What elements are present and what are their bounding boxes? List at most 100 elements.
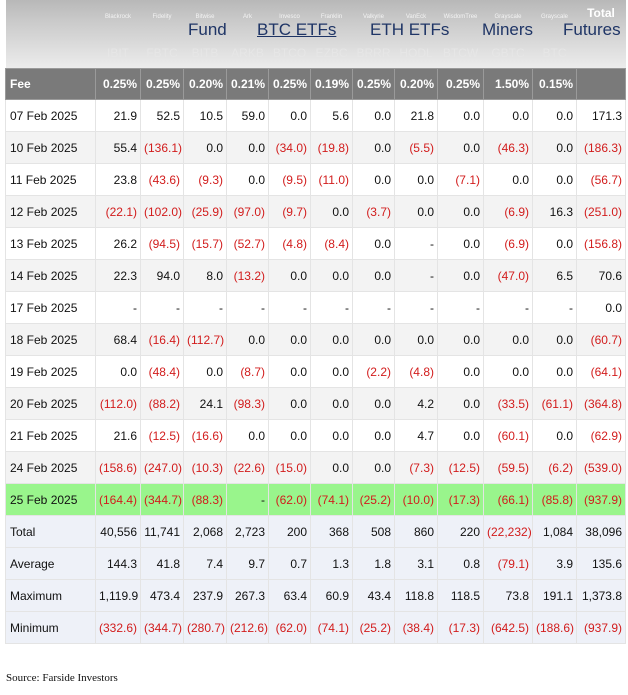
value-cell: 0.0 xyxy=(310,419,353,452)
value-cell: 6.5 xyxy=(532,259,577,292)
value-cell: (937.9) xyxy=(576,611,626,644)
nav-link[interactable]: Fund xyxy=(188,20,227,39)
value-cell: (247.0) xyxy=(140,451,184,484)
value-cell: 0.0 xyxy=(268,419,311,452)
value-cell: (539.0) xyxy=(576,451,626,484)
value-cell: 0.0 xyxy=(394,195,438,228)
value-cell: (25.2) xyxy=(352,483,395,516)
flow-row: 10 Feb 2025 55.4 (136.1) 0.0 0.0 (34.0) (19.8)… xyxy=(5,131,626,164)
value-cell: 0.0 xyxy=(394,323,438,356)
value-cell: 0.0 xyxy=(352,131,395,164)
value-cell: (15.0) xyxy=(268,451,311,484)
nav-link[interactable]: ETH ETFs xyxy=(370,20,450,39)
value-cell: 0.0 xyxy=(268,99,311,132)
value-cell: (344.7) xyxy=(140,483,184,516)
value-cell: 0.0 xyxy=(532,419,577,452)
value-cell: (212.6) xyxy=(226,611,269,644)
value-cell: 0.0 xyxy=(576,291,626,324)
value-cell: 0.0 xyxy=(310,355,353,388)
value-cell: 135.6 xyxy=(576,547,626,580)
value-cell: 0.0 xyxy=(483,323,533,356)
value-cell: (12.5) xyxy=(437,451,484,484)
date-cell: 19 Feb 2025 xyxy=(5,355,96,388)
provider-row: Blackrock Fidelity Bitwise Ark Invesco Frankl… xyxy=(5,0,626,20)
row-label: Total xyxy=(5,515,96,548)
value-cell: 1,373.8 xyxy=(576,579,626,612)
value-cell: 0.0 xyxy=(437,323,484,356)
value-cell: (62.0) xyxy=(268,611,311,644)
value-cell: 8.0 xyxy=(183,259,227,292)
value-cell: (5.5) xyxy=(394,131,438,164)
value-cell: 0.0 xyxy=(483,99,533,132)
fee-cell: 0.21% xyxy=(226,68,269,100)
fee-cell: 0.19% xyxy=(310,68,353,100)
value-cell: 200 xyxy=(268,515,311,548)
value-cell: (22,232) xyxy=(483,515,533,548)
value-cell: 0.0 xyxy=(268,387,311,420)
value-cell: 0.0 xyxy=(352,259,395,292)
value-cell: 3.1 xyxy=(394,547,438,580)
date-cell: 11 Feb 2025 xyxy=(5,163,96,196)
flow-row: 12 Feb 2025 (22.1) (102.0) (25.9) (97.0) (9.7… xyxy=(5,195,626,228)
value-cell: - xyxy=(268,291,311,324)
value-cell: (94.5) xyxy=(140,227,184,260)
value-cell: 4.7 xyxy=(394,419,438,452)
value-cell: - xyxy=(95,291,141,324)
nav-link[interactable]: BTC ETFs xyxy=(257,20,337,39)
value-cell: - xyxy=(183,291,227,324)
value-cell: (64.1) xyxy=(576,355,626,388)
value-cell: 0.0 xyxy=(532,163,577,196)
value-cell: 0.0 xyxy=(394,163,438,196)
value-cell: 0.0 xyxy=(437,387,484,420)
ticker: IBIT xyxy=(95,20,141,69)
source-note: Source: Farside Investors xyxy=(6,672,118,684)
value-cell: 118.5 xyxy=(437,579,484,612)
value-cell: - xyxy=(310,291,353,324)
value-cell: 0.0 xyxy=(226,131,269,164)
value-cell: (16.6) xyxy=(183,419,227,452)
value-cell: (61.1) xyxy=(532,387,577,420)
value-cell: 63.4 xyxy=(268,579,311,612)
value-cell: (102.0) xyxy=(140,195,184,228)
nav-link[interactable]: Futures xyxy=(563,20,621,39)
flow-table: Blackrock Fidelity Bitwise Ark Invesco Frankl… xyxy=(5,0,626,644)
value-cell: 10.5 xyxy=(183,99,227,132)
value-cell: (52.7) xyxy=(226,227,269,260)
value-cell: (34.0) xyxy=(268,131,311,164)
value-cell: (937.9) xyxy=(576,483,626,516)
value-cell: 0.7 xyxy=(268,547,311,580)
value-cell: 0.0 xyxy=(183,355,227,388)
value-cell: 1,119.9 xyxy=(95,579,141,612)
value-cell: 0.0 xyxy=(532,131,577,164)
value-cell: 0.0 xyxy=(268,259,311,292)
value-cell: - xyxy=(394,291,438,324)
value-cell: (22.1) xyxy=(95,195,141,228)
ticker-row: IBIT FBTC BITB ARKB BTCO EZBC BRRR HODL BTCW GBTC… xyxy=(5,20,626,69)
flow-row: 14 Feb 2025 22.3 94.0 8.0 (13.2) 0.0 0.0 0.0-0.… xyxy=(5,259,626,292)
value-cell: (12.5) xyxy=(140,419,184,452)
value-cell: (46.3) xyxy=(483,131,533,164)
row-label: Minimum xyxy=(5,611,96,644)
ticker: EZBC xyxy=(310,20,353,69)
value-cell: (16.4) xyxy=(140,323,184,356)
value-cell: 5.6 xyxy=(310,99,353,132)
fee-cell: 0.25% xyxy=(268,68,311,100)
flow-row: 18 Feb 2025 68.4 (16.4) (112.7) 0.0 0.0 0.0 0.0… xyxy=(5,323,626,356)
value-cell: (60.7) xyxy=(576,323,626,356)
value-cell: 2,723 xyxy=(226,515,269,548)
nav-link[interactable]: Miners xyxy=(482,20,534,39)
value-cell: (9.5) xyxy=(268,163,311,196)
flow-row: 13 Feb 2025 26.2 (94.5) (15.7) (52.7) (4.8) (8… xyxy=(5,227,626,260)
value-cell: (6.2) xyxy=(532,451,577,484)
value-cell: (88.2) xyxy=(140,387,184,420)
value-cell: 0.0 xyxy=(437,227,484,260)
value-cell: 3.9 xyxy=(532,547,577,580)
date-cell: 20 Feb 2025 xyxy=(5,387,96,420)
value-cell: (4.8) xyxy=(394,355,438,388)
date-cell: 13 Feb 2025 xyxy=(5,227,96,260)
value-cell: (164.4) xyxy=(95,483,141,516)
value-cell: 0.0 xyxy=(268,323,311,356)
value-cell: (10.3) xyxy=(183,451,227,484)
date-cell: 25 Feb 2025 xyxy=(5,483,96,516)
